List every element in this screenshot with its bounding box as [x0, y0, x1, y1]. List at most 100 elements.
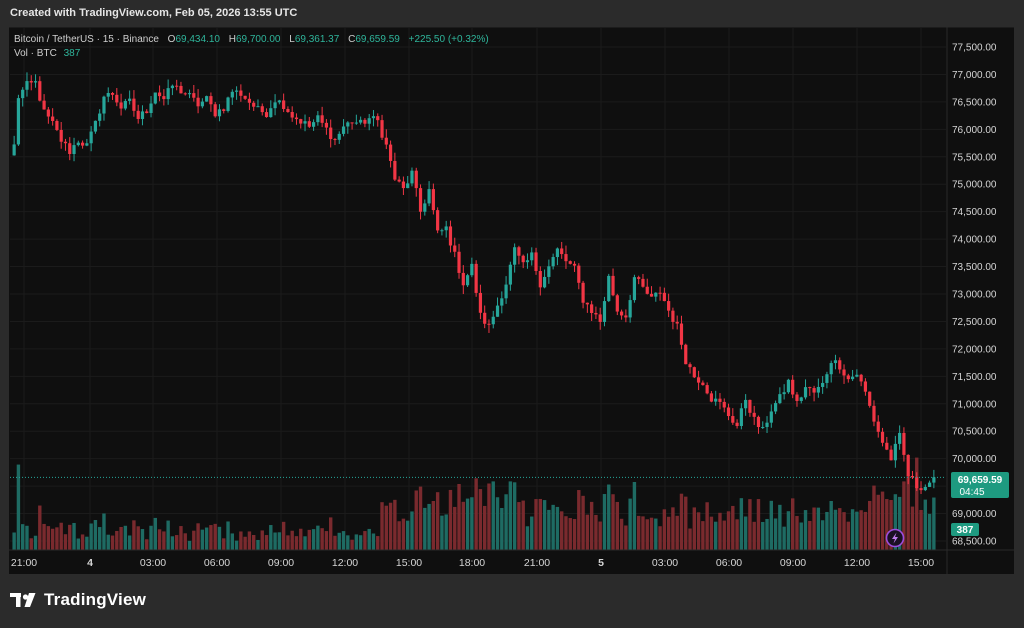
- volume-bar: [269, 525, 273, 550]
- low-value: 69,361.37: [294, 34, 340, 45]
- volume-tag-value: 387: [957, 525, 974, 536]
- candle-body: [504, 284, 508, 299]
- volume-bar: [619, 518, 624, 550]
- candle-body: [243, 95, 247, 99]
- volume-bar: [641, 516, 645, 550]
- candle-body: [530, 252, 534, 261]
- time-axis[interactable]: 21:00 4 03:00 06:00 09:00 12:00 15:00 18:00 21:0…: [11, 557, 934, 569]
- volume-bar: [636, 515, 641, 550]
- price-tick-label: 70,000.00: [952, 454, 997, 465]
- volume-bar: [654, 518, 658, 550]
- volume-bar: [166, 520, 170, 550]
- volume-bar: [705, 502, 709, 550]
- volume-bar: [213, 523, 217, 550]
- volume-value: 387: [63, 48, 81, 59]
- candle-body: [217, 109, 222, 117]
- volume-bar: [568, 518, 572, 550]
- volume-bar: [684, 496, 688, 550]
- candle-body: [110, 92, 115, 95]
- volume-bar: [756, 499, 761, 550]
- candle-body: [525, 260, 530, 263]
- volume-bar: [29, 538, 33, 550]
- candle-body: [611, 275, 615, 296]
- candle-body: [444, 226, 448, 231]
- price-tick-label: 72,000.00: [952, 344, 997, 355]
- current-price-tag: 69,659.59 04:45: [951, 472, 1009, 498]
- price-tick-label: 75,500.00: [952, 152, 997, 163]
- tradingview-logo[interactable]: TradingView: [10, 590, 146, 610]
- candle-body: [311, 122, 316, 127]
- volume-bar: [50, 528, 55, 550]
- candle-body: [320, 115, 324, 123]
- volume-bar: [80, 534, 85, 550]
- candle-body: [782, 392, 786, 395]
- volume-bar: [487, 483, 491, 550]
- volume-bar: [162, 531, 166, 550]
- candle-body: [282, 100, 286, 109]
- candle-body: [769, 411, 773, 423]
- price-tick-label: 74,000.00: [952, 235, 997, 246]
- volume-bar: [863, 511, 868, 550]
- volume-bar: [739, 498, 744, 550]
- candle-body: [508, 264, 512, 285]
- volume-bar: [33, 535, 38, 550]
- time-tick-label: 5: [598, 557, 604, 569]
- volume-bar: [251, 535, 256, 550]
- candle-body: [632, 277, 637, 301]
- volume-bar: [102, 513, 106, 550]
- volume-bar: [538, 498, 543, 550]
- candle-body: [846, 375, 850, 380]
- volume-bar: [354, 534, 359, 550]
- candle-body: [649, 293, 654, 297]
- candle-body: [187, 93, 192, 95]
- volume-bar: [761, 521, 765, 550]
- price-axis[interactable]: 68,500.0069,000.0069,500.0070,000.0070,5…: [952, 43, 997, 548]
- volume-bar: [76, 538, 81, 550]
- lightning-icon[interactable]: [885, 528, 905, 548]
- candle-body: [675, 321, 679, 324]
- candle-body: [371, 116, 376, 119]
- candle-body: [157, 92, 162, 97]
- candle-body: [128, 98, 132, 101]
- candle-body: [521, 255, 525, 263]
- volume-bar: [876, 494, 880, 550]
- volume-bar: [530, 516, 534, 550]
- volume-bar: [157, 529, 162, 550]
- candle-body: [662, 292, 666, 302]
- candle-body: [619, 311, 624, 316]
- volume-bar: [264, 535, 269, 550]
- low-label: L: [289, 34, 295, 45]
- candle-body: [89, 131, 93, 144]
- volume-bar: [880, 491, 885, 550]
- price-tick-label: 71,000.00: [952, 399, 997, 410]
- volume-bar: [906, 475, 910, 550]
- price-tick-label: 75,000.00: [952, 180, 997, 191]
- candle-body: [175, 85, 179, 87]
- volume-bar: [825, 511, 829, 550]
- candle-body: [893, 443, 897, 461]
- volume-bar: [838, 508, 842, 550]
- volume-bar: [679, 493, 684, 550]
- candle-body: [765, 422, 769, 427]
- volume-bar: [226, 521, 230, 550]
- volume-bar: [731, 505, 735, 550]
- brand-name: TradingView: [44, 590, 147, 609]
- volume-bar: [474, 478, 478, 550]
- volume-bar: [585, 514, 590, 550]
- candle-body: [786, 379, 791, 393]
- time-tick-label: 03:00: [140, 557, 166, 569]
- candle-body: [902, 432, 906, 455]
- volume-bar: [418, 486, 423, 550]
- candle-body: [294, 117, 299, 120]
- candle-body: [692, 367, 696, 378]
- candle-body: [333, 139, 337, 141]
- volume-bar: [333, 535, 337, 550]
- volume-bar: [234, 540, 239, 550]
- volume-bar: [790, 498, 795, 550]
- candle-body: [795, 394, 799, 401]
- candle-body: [491, 316, 495, 325]
- symbol-name[interactable]: Bitcoin / TetherUS · 15 · Binance: [14, 34, 159, 45]
- time-tick-label: 18:00: [459, 557, 485, 569]
- candles: [12, 72, 936, 495]
